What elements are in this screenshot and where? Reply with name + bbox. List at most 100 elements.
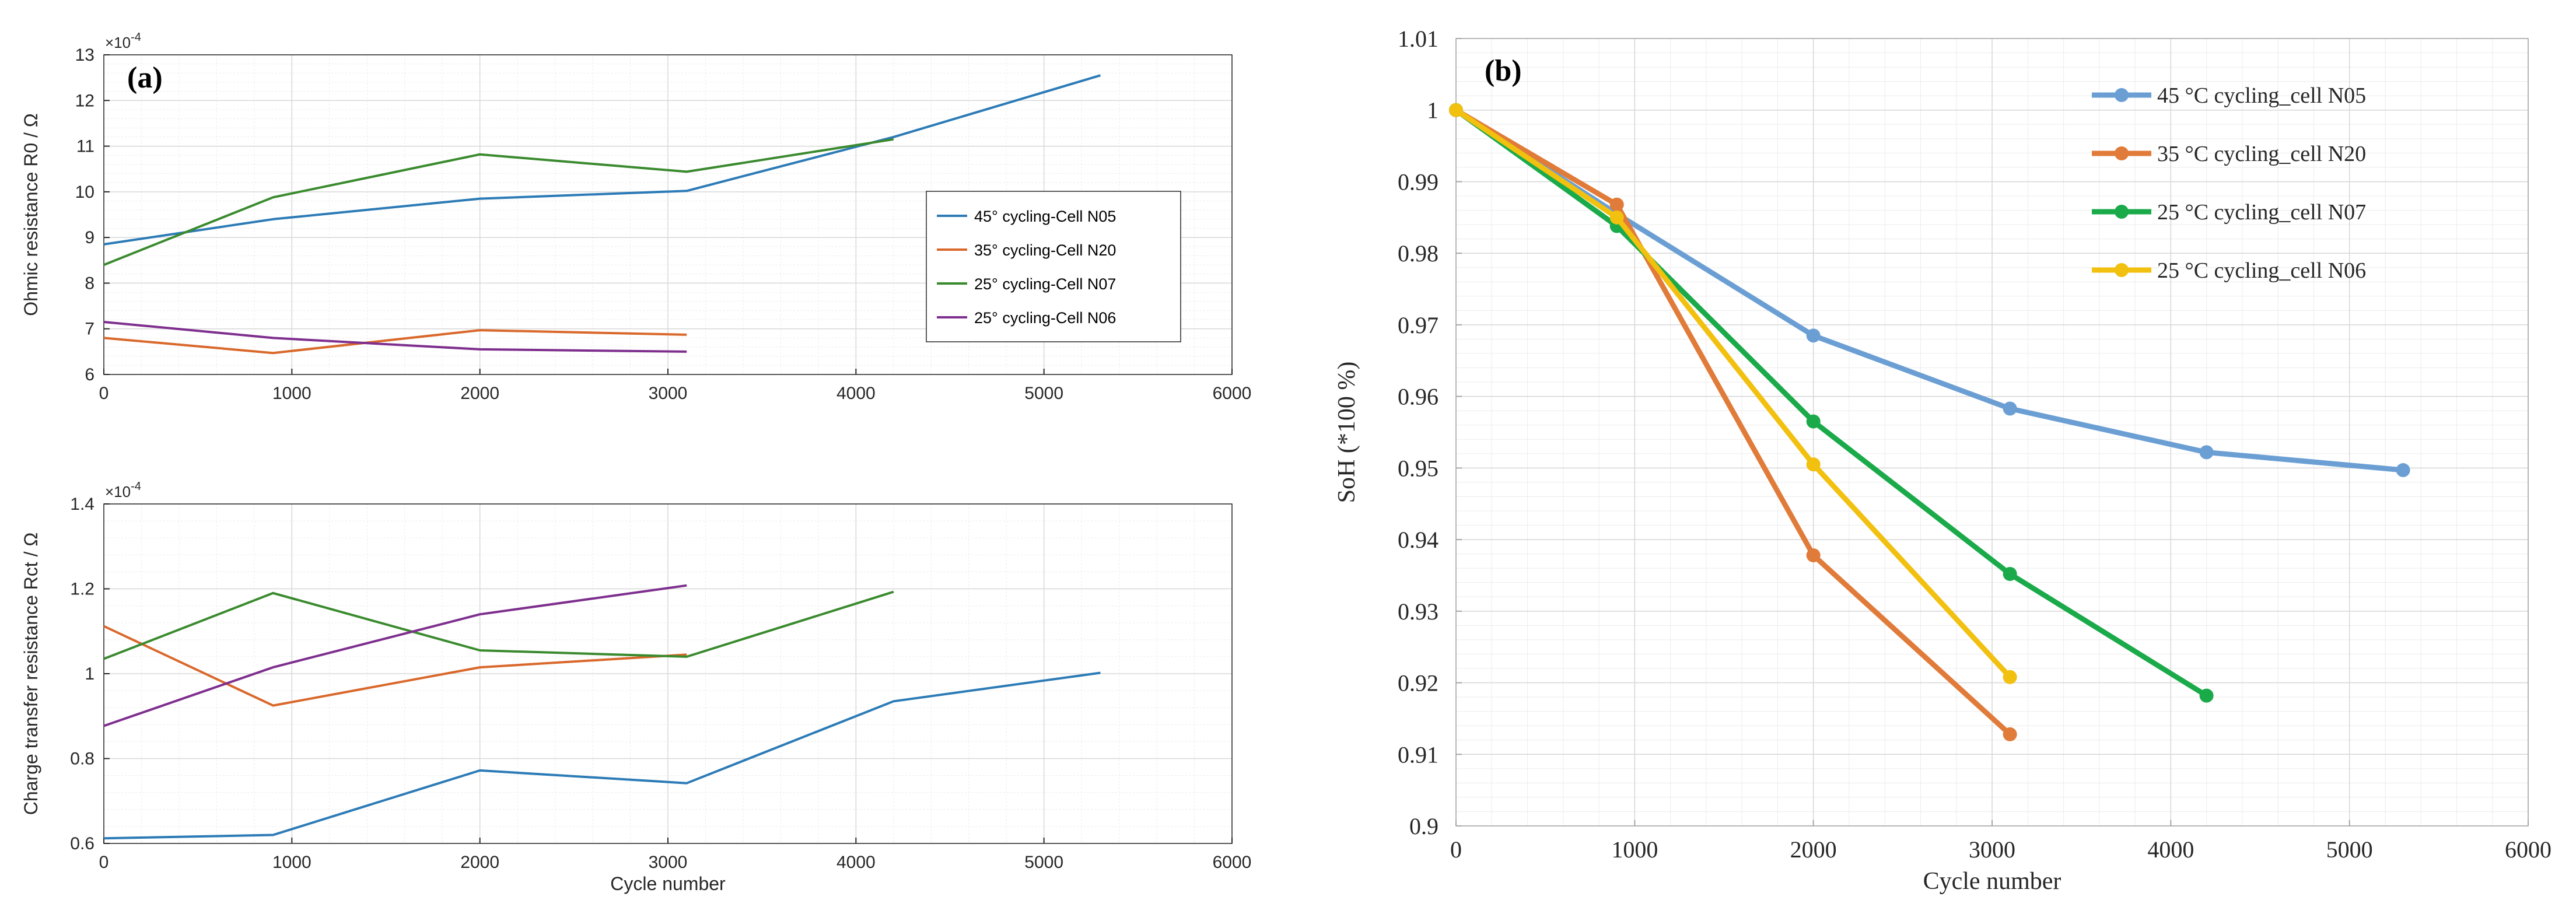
y-tick-label: 0.91 <box>1398 741 1438 768</box>
legend-marker <box>2115 88 2129 102</box>
data-point <box>1806 414 1821 429</box>
x-tick-label: 6000 <box>2505 836 2552 863</box>
x-tick-label: 1000 <box>1611 836 1658 863</box>
legend-box <box>926 191 1181 342</box>
axis-exponent: ×10-4 <box>105 480 141 500</box>
series-3 <box>103 584 687 727</box>
series-line <box>103 74 1101 246</box>
series-line <box>103 329 687 355</box>
legend-marker <box>2115 146 2129 160</box>
y-tick-label: 0.92 <box>1398 670 1438 696</box>
chart-panel-1: 0 1000 2000 3000 4000 5000 6000 0.6 0.8 1 1.2 1.4 ×1… <box>20 480 1251 894</box>
x-tick-label: 6000 <box>1213 384 1252 403</box>
x-tick-label: 5000 <box>1024 384 1063 403</box>
legend-label: 45° cycling-Cell N05 <box>974 208 1116 225</box>
y-tick-label: 0.8 <box>70 750 94 769</box>
y-tick-label: 6 <box>85 365 94 384</box>
data-point <box>1806 457 1821 472</box>
x-axis-label: Cycle number <box>1923 868 2062 895</box>
x-tick-label: 0 <box>99 384 109 403</box>
y-tick-label: 0.93 <box>1398 598 1438 625</box>
series-1 <box>103 329 687 355</box>
x-tick-label: 4000 <box>836 853 876 872</box>
grid <box>103 54 1233 375</box>
y-tick-label: 1.2 <box>70 580 94 599</box>
data-point <box>2199 445 2214 460</box>
data-point <box>2003 727 2017 741</box>
panel-label: (a) <box>127 61 163 94</box>
legend-marker <box>2115 263 2129 277</box>
series-2 <box>103 138 894 266</box>
data-point <box>1609 197 1624 212</box>
y-tick-label: 0.99 <box>1398 169 1438 195</box>
data-point <box>2003 567 2017 581</box>
series-line <box>103 321 687 353</box>
x-tick-label: 0 <box>1450 836 1462 863</box>
series-0 <box>103 74 1101 246</box>
series-line <box>103 590 894 660</box>
x-tick-label: 5000 <box>2326 836 2373 863</box>
y-tick-label: 0.96 <box>1398 384 1438 410</box>
y-tick-label: 0.9 <box>1409 813 1438 839</box>
x-tick-label: 6000 <box>1213 853 1252 872</box>
legend-marker <box>2115 205 2129 219</box>
x-tick-label: 3000 <box>649 853 688 872</box>
x-tick-label: 2000 <box>460 384 499 403</box>
y-tick-label: 11 <box>76 137 94 156</box>
series-line <box>1454 107 2012 679</box>
y-tick-label: 0.95 <box>1398 455 1438 481</box>
series-3 <box>103 321 687 353</box>
series-line <box>103 625 687 707</box>
series-line <box>103 671 1101 840</box>
data-point <box>2199 688 2214 703</box>
x-tick-label: 0 <box>99 853 109 872</box>
x-tick-label: 2000 <box>460 853 499 872</box>
chart-panel-0: 0 1000 2000 3000 4000 5000 6000 6 7 8 9 10 11 12 13 ×10… <box>20 31 1251 403</box>
y-tick-label: 7 <box>85 320 94 339</box>
legend-label: 25 °C cycling_cell N06 <box>2157 258 2366 283</box>
legend: 45° cycling-Cell N05 35° cycling-Cell N20… <box>926 191 1181 342</box>
legend-label: 35 °C cycling_cell N20 <box>2157 142 2366 166</box>
panel-label: (b) <box>1485 54 1522 87</box>
legend-label: 45 °C cycling_cell N05 <box>2157 83 2366 108</box>
y-axis-label: SoH (*100 %) <box>1334 362 1360 503</box>
y-tick-label: 1 <box>1427 97 1438 124</box>
legend-label: 25 °C cycling_cell N07 <box>2157 200 2366 225</box>
y-tick-label: 0.98 <box>1398 240 1438 267</box>
series-0 <box>103 671 1101 840</box>
series-line <box>103 138 894 266</box>
y-tick-label: 0.94 <box>1398 527 1438 553</box>
y-tick-label: 0.97 <box>1398 312 1438 338</box>
series-line <box>1454 107 2012 737</box>
data-point <box>1806 328 1821 343</box>
y-axis-label: Ohmic resistance R0 / Ω <box>20 113 41 316</box>
data-point <box>1806 548 1821 563</box>
y-tick-label: 9 <box>85 228 94 247</box>
x-tick-label: 4000 <box>2147 836 2194 863</box>
legend-label: 25° cycling-Cell N07 <box>974 275 1116 293</box>
data-point <box>2003 401 2017 416</box>
x-tick-label: 5000 <box>1024 853 1063 872</box>
data-point <box>2003 670 2017 684</box>
legend: 45 °C cycling_cell N05 35 °C cycling_cell… <box>2092 83 2366 283</box>
x-tick-label: 1000 <box>272 384 312 403</box>
x-tick-label: 4000 <box>836 384 876 403</box>
y-tick-label: 1.01 <box>1398 26 1438 52</box>
series-2 <box>103 590 894 660</box>
axis-exponent: ×10-4 <box>105 31 141 51</box>
series-line <box>103 584 687 727</box>
x-tick-label: 3000 <box>1969 836 2015 863</box>
y-tick-label: 8 <box>85 274 94 293</box>
y-tick-label: 10 <box>75 183 94 202</box>
x-tick-label: 3000 <box>649 384 688 403</box>
y-tick-label: 0.6 <box>70 834 94 853</box>
y-tick-label: 1 <box>85 664 94 684</box>
x-axis-label: Cycle number <box>610 873 726 894</box>
x-tick-label: 2000 <box>1790 836 1837 863</box>
y-tick-label: 13 <box>75 45 94 65</box>
series-1 <box>103 625 687 707</box>
y-axis-label: Charge transfer resistance Rct / Ω <box>20 533 41 815</box>
data-point <box>1449 103 1463 117</box>
series-1 <box>1449 103 2017 741</box>
